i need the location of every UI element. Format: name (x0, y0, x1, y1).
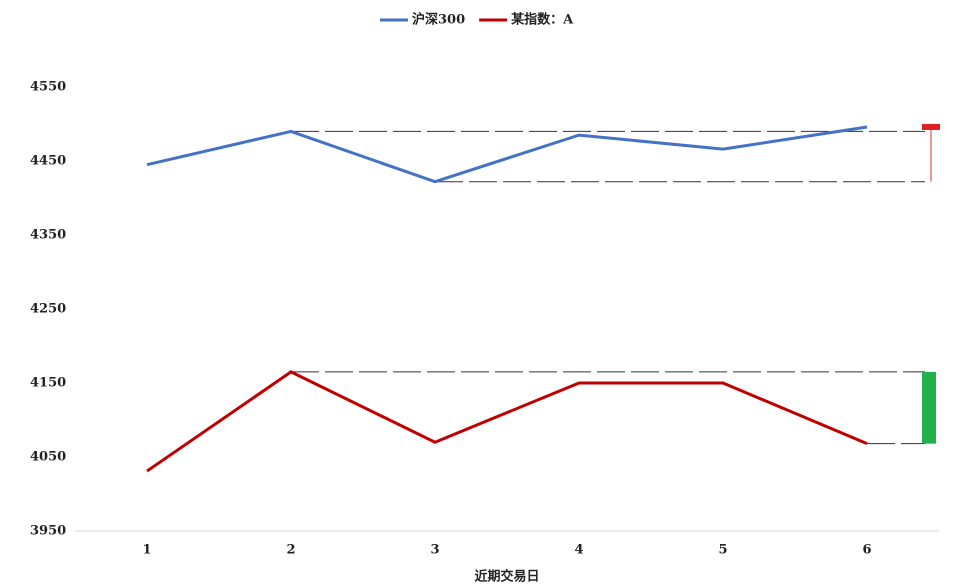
x-tick-label: 3 (430, 543, 439, 558)
x-tick-label: 6 (862, 543, 871, 558)
x-tick-label: 5 (718, 543, 727, 558)
y-tick-label: 4450 (30, 154, 66, 169)
legend-label: 沪深300 (412, 12, 465, 28)
y-tick-label: 4250 (30, 302, 66, 317)
y-tick-label: 4350 (30, 228, 66, 243)
x-tick-label: 2 (286, 543, 295, 558)
y-tick-label: 4550 (30, 80, 66, 95)
x-axis-title: 近期交易日 (474, 569, 539, 585)
series-line (146, 125, 868, 184)
change-bar (922, 371, 936, 444)
y-tick-label: 3950 (30, 524, 66, 539)
x-tick-label: 4 (574, 543, 583, 558)
y-tick-label: 4150 (30, 376, 66, 391)
legend-label: 某指数：A (510, 12, 574, 28)
change-bar (922, 123, 940, 130)
x-tick-label: 1 (142, 543, 151, 558)
y-tick-label: 4050 (30, 450, 66, 465)
series-line (146, 370, 868, 473)
